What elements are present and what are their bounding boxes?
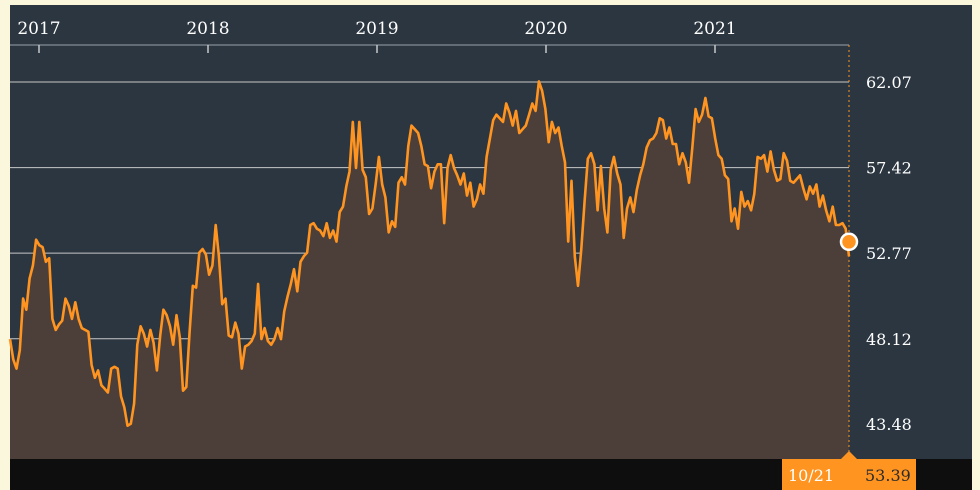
series-line [8, 80, 851, 427]
y-tick-label: 48.12 [866, 330, 912, 349]
y-tick-label: 43.48 [866, 415, 912, 434]
badge-pointer [841, 451, 857, 459]
y-tick-label: 52.77 [866, 244, 912, 263]
last-date-label: 10/21 [788, 466, 834, 485]
y-tick-label: 62.07 [866, 73, 912, 92]
y-axis: 62.07 57.42 52.77 48.12 43.48 [866, 73, 912, 434]
last-value-marker [839, 232, 859, 252]
x-tick-label: 2021 [693, 19, 736, 39]
last-value-badge [782, 459, 916, 490]
x-tick-label: 2017 [17, 19, 60, 39]
x-axis: 2017 2018 2019 2020 2021 [10, 19, 849, 53]
y-tick-label: 57.42 [866, 159, 912, 178]
x-tick-label: 2018 [186, 19, 229, 39]
series-area [10, 81, 849, 460]
x-tick-label: 2019 [355, 19, 398, 39]
last-value-label: 53.39 [865, 466, 911, 485]
x-tick-label: 2020 [524, 19, 567, 39]
